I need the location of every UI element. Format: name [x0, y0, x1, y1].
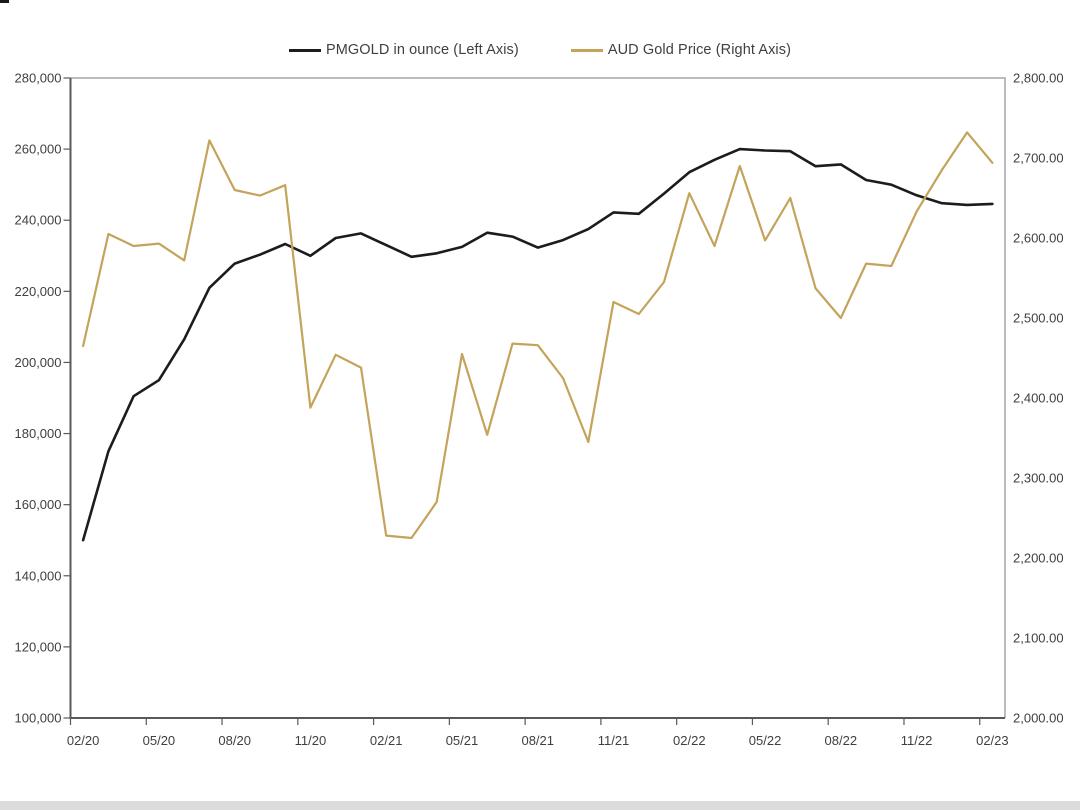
x-axis-label: 02/20 [67, 733, 100, 748]
right-axis-label: 2,500.00 [1013, 311, 1064, 326]
left-axis-label: 200,000 [15, 355, 62, 370]
left-axis-label: 280,000 [15, 71, 62, 86]
right-axis-label: 2,100.00 [1013, 631, 1064, 646]
left-axis-label: 180,000 [15, 426, 62, 441]
left-axis-label: 220,000 [15, 284, 62, 299]
legend-label-pmgold: PMGOLD in ounce (Left Axis) [325, 42, 519, 58]
x-axis-label: 08/22 [825, 733, 858, 748]
axis-lines [69, 78, 1005, 719]
x-axis-label: 02/21 [370, 733, 403, 748]
right-axis-label: 2,400.00 [1013, 391, 1064, 406]
left-axis-label: 100,000 [15, 711, 62, 726]
right-axis-label: 2,700.00 [1013, 151, 1064, 166]
legend-item-pmgold: PMGOLD in ounce (Left Axis) [288, 42, 519, 58]
plot-border [70, 77, 1006, 718]
x-axis-label: 05/22 [749, 733, 782, 748]
left-axis-label: 140,000 [15, 568, 62, 583]
left-axis-label: 160,000 [15, 497, 62, 512]
x-axis-label: 02/23 [976, 733, 1009, 748]
x-axis-label: 11/21 [598, 733, 630, 748]
x-axis-label: 11/22 [901, 733, 933, 748]
x-axis-label: 11/20 [295, 733, 327, 748]
right-axis-label: 2,800.00 [1013, 71, 1064, 86]
aud-line-swatch [570, 48, 603, 52]
aud-gold-series-line [81, 131, 994, 540]
x-axis-label: 02/22 [673, 733, 706, 748]
x-axis-label: 05/20 [143, 733, 176, 748]
left-axis-label: 260,000 [15, 142, 62, 157]
window-bottom-strip [0, 801, 1080, 810]
left-axis-label: 240,000 [15, 213, 62, 228]
corner-artifact [0, 0, 9, 3]
pmgold-series-line [81, 147, 994, 542]
right-axis-label: 2,000.00 [1013, 711, 1064, 726]
right-axis-label: 2,600.00 [1013, 231, 1064, 246]
pmgold-line-swatch [288, 48, 321, 52]
x-axis-label: 05/21 [446, 733, 479, 748]
legend-item-aud: AUD Gold Price (Right Axis) [570, 42, 792, 58]
right-axis-label: 2,200.00 [1013, 551, 1064, 566]
x-axis-label: 08/21 [521, 733, 554, 748]
x-axis-label: 08/20 [218, 733, 251, 748]
left-axis-label: 120,000 [15, 639, 62, 654]
legend-label-aud: AUD Gold Price (Right Axis) [607, 42, 792, 58]
right-axis-label: 2,300.00 [1013, 471, 1064, 486]
chart-legend: PMGOLD in ounce (Left Axis) AUD Gold Pri… [0, 42, 1080, 58]
